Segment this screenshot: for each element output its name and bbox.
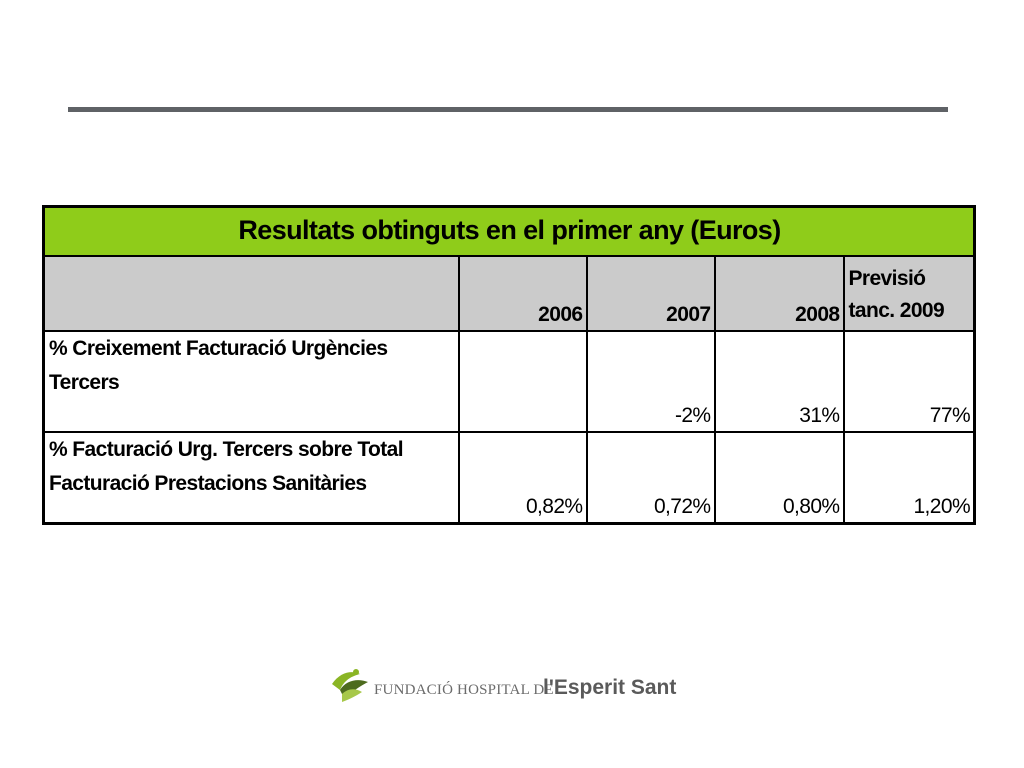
table-row: % Facturació Urg. Tercers sobre Total Fa…	[42, 431, 976, 525]
leaf-logo-icon	[332, 669, 368, 702]
logo-text-foundation: FUNDACIÓ HOSPITAL DE	[374, 682, 554, 698]
cell-value: 0,82%	[457, 431, 588, 525]
logo-text-name: l'Esperit Sant	[543, 676, 677, 699]
row-label-line2: Facturació Prestacions Sanitàries	[49, 472, 367, 495]
cell-value: 77%	[842, 330, 976, 433]
forecast-header-line1: Previsió	[848, 267, 927, 290]
table-title: Resultats obtinguts en el primer any (Eu…	[42, 205, 976, 257]
results-table: Resultats obtinguts en el primer any (Eu…	[42, 205, 977, 525]
column-header-2007: 2007	[585, 255, 716, 332]
row-label-line2: Tercers	[49, 371, 120, 394]
forecast-header-line2: tanc. 2009	[848, 299, 945, 322]
cell-value	[457, 330, 588, 433]
top-divider	[68, 107, 948, 112]
column-header-forecast-2009: Previsió tanc. 2009	[842, 255, 976, 332]
table-row: % Creixement Facturació Urgències Tercer…	[42, 330, 976, 433]
table-title-row: Resultats obtinguts en el primer any (Eu…	[42, 205, 976, 257]
row-label: % Creixement Facturació Urgències Tercer…	[42, 330, 460, 433]
hospital-logo: FUNDACIÓ HOSPITAL DE l'Esperit Sant	[330, 668, 690, 708]
cell-value: 31%	[713, 330, 845, 433]
column-header-2008: 2008	[713, 255, 845, 332]
cell-value: 1,20%	[842, 431, 976, 525]
row-label-line1: % Creixement Facturació Urgències	[49, 337, 388, 360]
row-label: % Facturació Urg. Tercers sobre Total Fa…	[42, 431, 460, 525]
cell-value: 0,72%	[585, 431, 716, 525]
column-header-2006: 2006	[457, 255, 588, 332]
cell-value: -2%	[585, 330, 716, 433]
column-header-empty	[42, 255, 460, 332]
row-label-line1: % Facturació Urg. Tercers sobre Total	[49, 438, 404, 461]
cell-value: 0,80%	[713, 431, 845, 525]
table-header-row: 2006 2007 2008 Previsió tanc. 2009	[42, 255, 976, 332]
